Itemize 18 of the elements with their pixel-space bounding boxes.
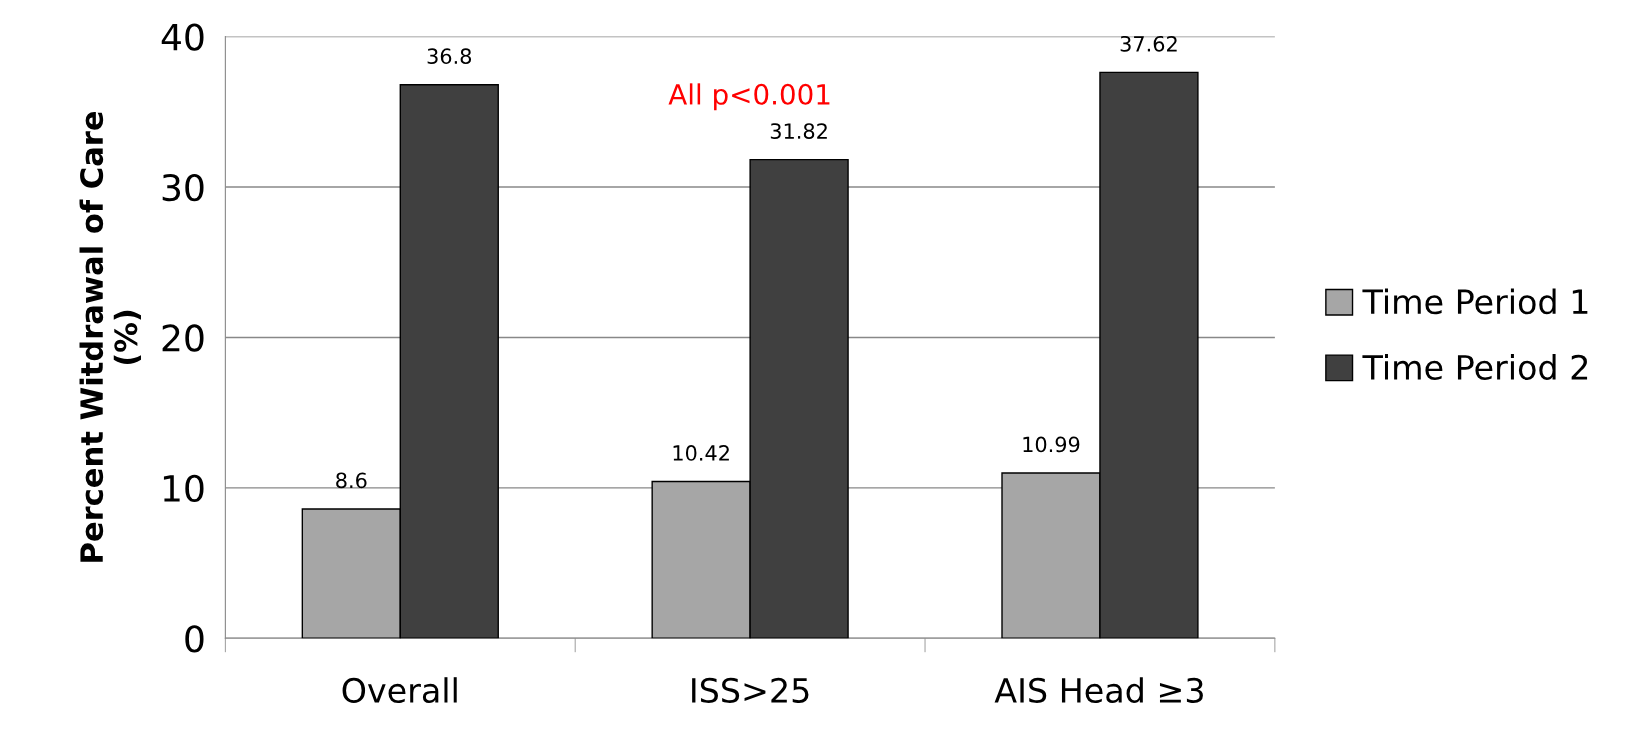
data-label: 8.6: [336, 472, 367, 489]
y-tick-label: 10: [163, 474, 204, 503]
data-label: 36.8: [427, 48, 472, 65]
data-label: 31.82: [770, 123, 827, 139]
y-tick-label: 40: [161, 23, 204, 51]
y-tick-label: 30: [162, 173, 204, 202]
data-label: 37.62: [1120, 35, 1177, 52]
data-label: 10.42: [673, 445, 729, 461]
legend-label: Time Period 1: [1362, 288, 1588, 315]
y-tick-label: 0: [185, 625, 204, 653]
data-label: 10.99: [1023, 436, 1080, 453]
y-axis-title: Percent Witdrawal of Care (%): [79, 111, 141, 562]
y-tick-label: 20: [162, 324, 204, 352]
x-tick-label: ISS>25: [692, 677, 809, 703]
x-tick-label: AIS Head ≥3: [994, 677, 1203, 703]
annotation: All p<0.001: [668, 83, 830, 111]
legend-label: Time Period 2: [1362, 354, 1588, 380]
x-tick-label: Overall: [342, 677, 457, 703]
